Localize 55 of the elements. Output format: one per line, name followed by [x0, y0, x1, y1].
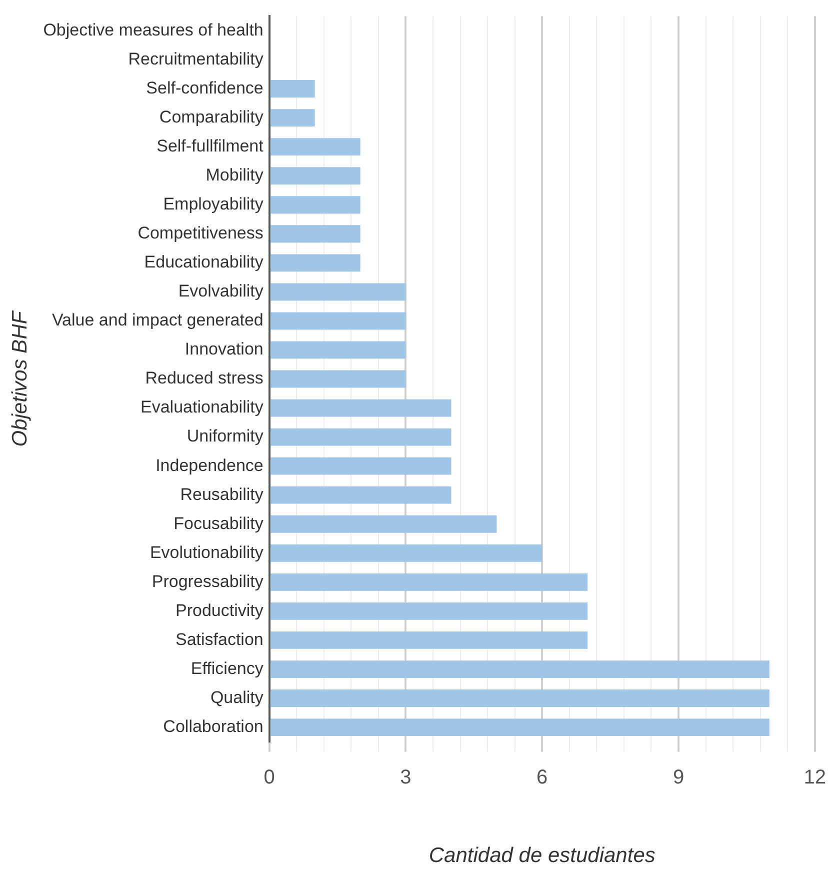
bar: [270, 428, 452, 446]
y-tick-label: Independence: [156, 456, 264, 475]
y-tick-label: Self-fullfilment: [156, 136, 264, 156]
bar: [270, 80, 315, 98]
y-tick-label: Evaluationability: [140, 398, 264, 417]
y-tick-label: Collaboration: [163, 716, 264, 736]
y-tick-label: Value and impact generated: [52, 310, 264, 330]
y-axis-title: Objetivos BHF: [8, 310, 32, 447]
y-tick-label: Reduced stress: [145, 368, 264, 388]
y-tick-label: Educationability: [144, 252, 264, 272]
bar: [270, 109, 315, 126]
y-tick-label: Self-confidence: [146, 78, 264, 98]
x-tick-label: 9: [672, 766, 684, 788]
bar: [270, 544, 542, 562]
y-tick-label: Uniformity: [186, 426, 264, 446]
y-tick-label: Progressability: [152, 572, 264, 591]
bar: [270, 167, 360, 185]
bar: [270, 138, 360, 156]
y-tick-label: Innovation: [184, 340, 264, 359]
y-tick-label: Productivity: [175, 600, 264, 620]
bar: [270, 718, 770, 736]
y-tick-label: Objective measures of health: [43, 20, 264, 40]
y-tick-label: Focusability: [174, 514, 264, 533]
bar: [270, 515, 497, 533]
y-tick-label: Competitiveness: [138, 224, 264, 243]
y-tick-label: Efficiency: [190, 658, 264, 678]
x-tick-label: 6: [536, 766, 548, 788]
bar: [270, 254, 360, 272]
y-tick-label: Recruitmentability: [128, 49, 264, 68]
bar: [270, 632, 588, 649]
bar: [270, 660, 770, 678]
x-tick-label: 0: [264, 766, 275, 788]
y-tick-label: Evolvability: [178, 282, 264, 301]
bar: [270, 486, 452, 504]
bar: [270, 602, 588, 620]
x-tick-label: 12: [804, 766, 826, 788]
y-tick-label: Comparability: [159, 107, 264, 126]
bar: [270, 196, 360, 214]
bar: [270, 370, 406, 388]
y-tick-label: Mobility: [206, 166, 264, 185]
bar: [270, 399, 452, 417]
bar: [270, 690, 770, 707]
bar: [270, 283, 406, 301]
y-tick-label: Satisfaction: [175, 630, 264, 649]
bar: [270, 573, 588, 591]
bar: [270, 225, 360, 243]
x-tick-label: 3: [400, 766, 412, 788]
bar: [270, 312, 406, 330]
y-tick-label: Employability: [163, 194, 264, 214]
bar: [270, 341, 406, 359]
bar: [270, 457, 452, 475]
y-tick-label: Quality: [210, 688, 264, 707]
y-tick-label: Reusability: [180, 484, 264, 504]
x-axis-title: Cantidad de estudiantes: [428, 844, 656, 868]
y-tick-label: Evolutionability: [150, 542, 264, 562]
